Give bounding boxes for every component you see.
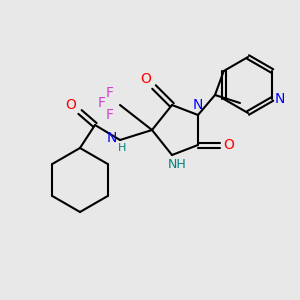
Text: O: O — [224, 138, 234, 152]
Text: N: N — [193, 98, 203, 112]
Text: O: O — [141, 72, 152, 86]
Text: F: F — [106, 108, 114, 122]
Text: N: N — [107, 131, 117, 145]
Text: F: F — [98, 96, 106, 110]
Text: N: N — [275, 92, 285, 106]
Text: NH: NH — [168, 158, 186, 172]
Text: H: H — [118, 143, 126, 153]
Text: F: F — [106, 86, 114, 100]
Text: O: O — [66, 98, 76, 112]
